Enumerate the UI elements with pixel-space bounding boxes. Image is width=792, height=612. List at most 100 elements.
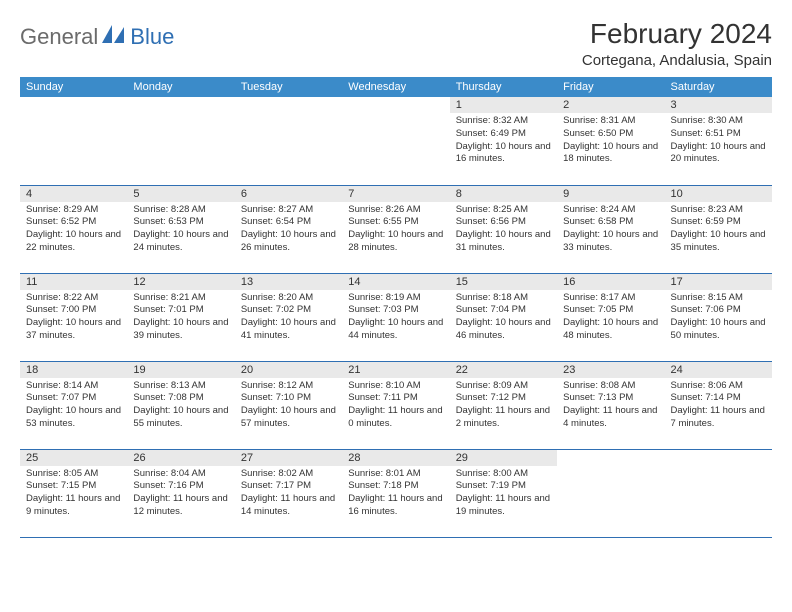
- calendar-day-cell: [342, 97, 449, 185]
- day-details: Sunrise: 8:10 AMSunset: 7:11 PMDaylight:…: [342, 378, 449, 433]
- sunrise-line: Sunrise: 8:18 AM: [456, 292, 551, 305]
- daylight-line: Daylight: 10 hours and 28 minutes.: [348, 229, 443, 255]
- sunrise-line: Sunrise: 8:00 AM: [456, 468, 551, 481]
- sunset-line: Sunset: 7:15 PM: [26, 480, 121, 493]
- calendar-day-cell: 23Sunrise: 8:08 AMSunset: 7:13 PMDayligh…: [557, 361, 664, 449]
- calendar-day-cell: 25 Sunrise: 8:05 AMSunset: 7:15 PMDayligh…: [20, 449, 127, 537]
- daylight-line: Daylight: 10 hours and 22 minutes.: [26, 229, 121, 255]
- day-details: Sunrise: 8:26 AMSunset: 6:55 PMDaylight:…: [342, 202, 449, 257]
- sunset-line: Sunset: 7:17 PM: [241, 480, 336, 493]
- calendar-day-cell: [235, 97, 342, 185]
- day-details: Sunrise: 8:18 AMSunset: 7:04 PMDaylight:…: [450, 290, 557, 345]
- day-number: 27: [235, 450, 342, 466]
- daylight-line: Daylight: 10 hours and 44 minutes.: [348, 317, 443, 343]
- day-number: 17: [665, 274, 772, 290]
- sunrise-line: Sunrise: 8:09 AM: [456, 380, 551, 393]
- sunset-line: Sunset: 6:59 PM: [671, 216, 766, 229]
- daylight-line: Daylight: 10 hours and 31 minutes.: [456, 229, 551, 255]
- sunset-line: Sunset: 6:58 PM: [563, 216, 658, 229]
- sunset-line: Sunset: 6:50 PM: [563, 128, 658, 141]
- day-details: Sunrise: 8:14 AMSunset: 7:07 PMDaylight:…: [20, 378, 127, 433]
- sunrise-line: Sunrise: 8:20 AM: [241, 292, 336, 305]
- day-number: 4: [20, 186, 127, 202]
- sunrise-line: Sunrise: 8:01 AM: [348, 468, 443, 481]
- calendar-day-cell: 7Sunrise: 8:26 AMSunset: 6:55 PMDaylight…: [342, 185, 449, 273]
- day-number: 24: [665, 362, 772, 378]
- calendar-day-cell: 13Sunrise: 8:20 AMSunset: 7:02 PMDayligh…: [235, 273, 342, 361]
- sunrise-line: Sunrise: 8:22 AM: [26, 292, 121, 305]
- day-number: 2: [557, 97, 664, 113]
- sunrise-line: Sunrise: 8:27 AM: [241, 204, 336, 217]
- weekday-header: Saturday: [665, 77, 772, 97]
- daylight-line: Daylight: 10 hours and 39 minutes.: [133, 317, 228, 343]
- sunrise-line: Sunrise: 8:12 AM: [241, 380, 336, 393]
- daylight-line: Daylight: 10 hours and 37 minutes.: [26, 317, 121, 343]
- daylight-line: Daylight: 11 hours and 9 minutes.: [26, 493, 121, 519]
- day-number: 14: [342, 274, 449, 290]
- day-number: 13: [235, 274, 342, 290]
- sunset-line: Sunset: 7:07 PM: [26, 392, 121, 405]
- daylight-line: Daylight: 11 hours and 12 minutes.: [133, 493, 228, 519]
- sunset-line: Sunset: 6:56 PM: [456, 216, 551, 229]
- day-details: Sunrise: 8:09 AMSunset: 7:12 PMDaylight:…: [450, 378, 557, 433]
- calendar-day-cell: 24Sunrise: 8:06 AMSunset: 7:14 PMDayligh…: [665, 361, 772, 449]
- daylight-line: Daylight: 11 hours and 14 minutes.: [241, 493, 336, 519]
- day-details: Sunrise: 8:15 AMSunset: 7:06 PMDaylight:…: [665, 290, 772, 345]
- daylight-line: Daylight: 10 hours and 18 minutes.: [563, 141, 658, 167]
- day-number: 21: [342, 362, 449, 378]
- calendar-day-cell: 1Sunrise: 8:32 AMSunset: 6:49 PMDaylight…: [450, 97, 557, 185]
- sunrise-line: Sunrise: 8:15 AM: [671, 292, 766, 305]
- sunrise-line: Sunrise: 8:32 AM: [456, 115, 551, 128]
- day-details: Sunrise: 8:27 AMSunset: 6:54 PMDaylight:…: [235, 202, 342, 257]
- calendar-day-cell: 20Sunrise: 8:12 AMSunset: 7:10 PMDayligh…: [235, 361, 342, 449]
- calendar-week-row: 4Sunrise: 8:29 AMSunset: 6:52 PMDaylight…: [20, 185, 772, 273]
- logo-text-general: General: [20, 24, 98, 50]
- calendar-day-cell: 9Sunrise: 8:24 AMSunset: 6:58 PMDaylight…: [557, 185, 664, 273]
- calendar-day-cell: 29Sunrise: 8:00 AMSunset: 7:19 PMDayligh…: [450, 449, 557, 537]
- sunset-line: Sunset: 6:51 PM: [671, 128, 766, 141]
- calendar-day-cell: [557, 449, 664, 537]
- sunrise-line: Sunrise: 8:06 AM: [671, 380, 766, 393]
- sunset-line: Sunset: 7:03 PM: [348, 304, 443, 317]
- calendar-day-cell: [665, 449, 772, 537]
- title-block: February 2024 Cortegana, Andalusia, Spai…: [582, 18, 772, 69]
- sunrise-line: Sunrise: 8:13 AM: [133, 380, 228, 393]
- sunset-line: Sunset: 7:00 PM: [26, 304, 121, 317]
- weekday-header: Tuesday: [235, 77, 342, 97]
- sunrise-line: Sunrise: 8:23 AM: [671, 204, 766, 217]
- sunset-line: Sunset: 7:02 PM: [241, 304, 336, 317]
- sunset-line: Sunset: 7:06 PM: [671, 304, 766, 317]
- sunrise-line: Sunrise: 8:05 AM: [26, 468, 121, 481]
- sunset-line: Sunset: 7:16 PM: [133, 480, 228, 493]
- sunrise-line: Sunrise: 8:08 AM: [563, 380, 658, 393]
- sunset-line: Sunset: 6:52 PM: [26, 216, 121, 229]
- sunset-line: Sunset: 7:04 PM: [456, 304, 551, 317]
- daylight-line: Daylight: 10 hours and 24 minutes.: [133, 229, 228, 255]
- calendar-week-row: 25Sunrise: 8:05 AMSunset: 7:15 PMDayligh…: [20, 449, 772, 537]
- calendar-day-cell: 16Sunrise: 8:17 AMSunset: 7:05 PMDayligh…: [557, 273, 664, 361]
- daylight-line: Daylight: 11 hours and 16 minutes.: [348, 493, 443, 519]
- day-number: 28: [342, 450, 449, 466]
- day-number: 19: [127, 362, 234, 378]
- day-number: 26: [127, 450, 234, 466]
- day-number: 20: [235, 362, 342, 378]
- logo: General Blue: [20, 18, 174, 50]
- day-number: 25: [20, 450, 127, 466]
- day-details: Sunrise: 8:31 AMSunset: 6:50 PMDaylight:…: [557, 113, 664, 168]
- calendar-week-row: 18Sunrise: 8:14 AMSunset: 7:07 PMDayligh…: [20, 361, 772, 449]
- sunrise-line: Sunrise: 8:25 AM: [456, 204, 551, 217]
- calendar-day-cell: 28Sunrise: 8:01 AMSunset: 7:18 PMDayligh…: [342, 449, 449, 537]
- day-details: Sunrise: 8:02 AMSunset: 7:17 PMDaylight:…: [235, 466, 342, 521]
- calendar-day-cell: [20, 97, 127, 185]
- day-number: 10: [665, 186, 772, 202]
- day-details: Sunrise: 8:17 AMSunset: 7:05 PMDaylight:…: [557, 290, 664, 345]
- day-details: Sunrise: 8:12 AMSunset: 7:10 PMDaylight:…: [235, 378, 342, 433]
- daylight-line: Daylight: 10 hours and 20 minutes.: [671, 141, 766, 167]
- header: General Blue February 2024 Cortegana, An…: [20, 18, 772, 69]
- weekday-header-row: Sunday Monday Tuesday Wednesday Thursday…: [20, 77, 772, 97]
- sunset-line: Sunset: 7:10 PM: [241, 392, 336, 405]
- day-number: 15: [450, 274, 557, 290]
- day-details: Sunrise: 8:04 AMSunset: 7:16 PMDaylight:…: [127, 466, 234, 521]
- calendar-day-cell: 18Sunrise: 8:14 AMSunset: 7:07 PMDayligh…: [20, 361, 127, 449]
- calendar-week-row: 11Sunrise: 8:22 AMSunset: 7:00 PMDayligh…: [20, 273, 772, 361]
